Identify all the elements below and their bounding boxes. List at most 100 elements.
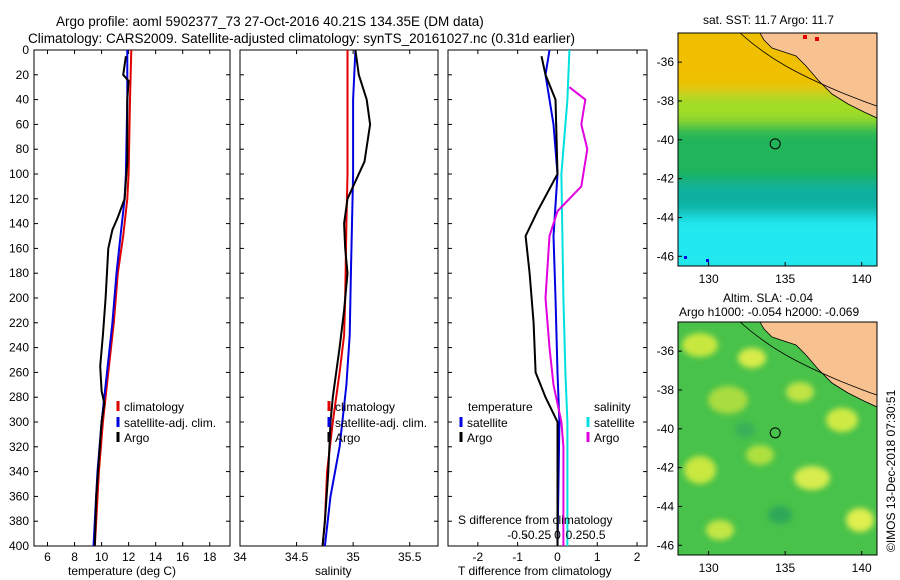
lat-tick-label: -44 bbox=[657, 499, 675, 513]
temperature-xlabel: temperature (deg C) bbox=[68, 564, 176, 578]
sla-land bbox=[759, 322, 877, 408]
depth-tick-label: 360 bbox=[9, 489, 29, 503]
lon-tick-label: 135 bbox=[775, 561, 795, 575]
sst-land bbox=[759, 33, 877, 119]
sla-blob bbox=[794, 466, 830, 490]
lat-tick-label: -44 bbox=[657, 210, 675, 224]
sla-blob bbox=[738, 348, 766, 368]
depth-tick-label: 180 bbox=[9, 266, 29, 280]
depth-tick-label: 400 bbox=[9, 539, 29, 553]
s-difference-tick-label: -0.5 bbox=[507, 528, 528, 542]
argo-position-marker bbox=[769, 138, 781, 150]
x-tick-label: 0 bbox=[554, 550, 561, 564]
depth-tick-label: 140 bbox=[9, 217, 29, 231]
depth-tick-label: 80 bbox=[16, 142, 30, 156]
lat-tick-label: -46 bbox=[657, 538, 675, 552]
legend-label-satellite: satellite-adj. clim. bbox=[335, 416, 427, 430]
imos-watermark: ©IMOS 13-Dec-2018 07:30:51 bbox=[884, 389, 898, 552]
legend-label-satellite: satellite-adj. clim. bbox=[124, 416, 216, 430]
lon-tick-label: 130 bbox=[699, 561, 719, 575]
sst-isobath bbox=[739, 33, 877, 107]
legend-heading-salinity: salinity bbox=[594, 400, 631, 414]
sla-blob bbox=[682, 333, 718, 357]
sst-cool-band bbox=[678, 180, 877, 220]
depth-tick-label: 340 bbox=[9, 465, 29, 479]
lat-tick-label: -38 bbox=[657, 94, 675, 108]
s-difference-tick-label: 0.25 bbox=[566, 528, 590, 542]
depth-axis: 0 20 40 60 80 100 120 140 160 180 200 220 240 260 280 3… bbox=[9, 43, 29, 553]
sla-blob bbox=[706, 520, 734, 540]
x-tick-label: 1 bbox=[594, 550, 601, 564]
x-tick-label: 6 bbox=[44, 550, 51, 564]
sla-blob bbox=[746, 445, 774, 465]
sla-blob bbox=[684, 456, 716, 484]
lon-tick-label: 140 bbox=[852, 561, 872, 575]
x-tick-label: 35 bbox=[346, 550, 360, 564]
sla-blob bbox=[768, 506, 792, 524]
sla-map-subtitle: Argo h1000: -0.054 h2000: -0.069 bbox=[679, 305, 859, 319]
sla-isobath bbox=[739, 322, 877, 396]
lat-tick-label: -42 bbox=[657, 461, 675, 475]
legend-label-climatology: climatology bbox=[335, 400, 395, 414]
depth-tick-label: 300 bbox=[9, 415, 29, 429]
series-line-argo-t bbox=[524, 55, 559, 546]
difference-chart: -2 -1 0 1 2 -0.5-0.25 0 0.25 0.5 bbox=[448, 49, 647, 564]
depth-tick-label: 20 bbox=[16, 68, 30, 82]
depth-tick-label: 120 bbox=[9, 192, 29, 206]
s-difference-tick-label: -0.25 bbox=[524, 528, 552, 542]
lat-tick-label: -38 bbox=[657, 383, 675, 397]
lat-tick-label: -40 bbox=[657, 133, 675, 147]
depth-tick-label: 0 bbox=[22, 43, 29, 57]
x-tick-label: 18 bbox=[203, 550, 217, 564]
temperature-chart: 6 8 10 12 14 16 18 bbox=[34, 49, 230, 564]
series-line-climatology bbox=[93, 49, 133, 547]
series-line-argo-s bbox=[544, 86, 589, 546]
argo-position-marker bbox=[769, 427, 781, 439]
difference-panel-frame bbox=[447, 49, 648, 547]
sla-blob bbox=[708, 386, 748, 414]
series-line-satellite-adj-clim bbox=[323, 49, 357, 547]
sla-blob bbox=[826, 408, 858, 432]
difference-xlabel: T difference from climatology bbox=[458, 564, 612, 578]
sst-map bbox=[678, 33, 877, 266]
x-tick-label: 12 bbox=[122, 550, 136, 564]
sla-blob bbox=[846, 508, 874, 532]
sst-missing-pixel bbox=[815, 37, 819, 41]
difference-legend: temperature salinity satellite Argo sate… bbox=[459, 400, 635, 445]
sla-map-frame bbox=[677, 321, 878, 556]
x-tick-label: 16 bbox=[176, 550, 190, 564]
depth-tick-label: 220 bbox=[9, 316, 29, 330]
salinity-xlabel: salinity bbox=[315, 564, 352, 578]
depth-tick-label: 40 bbox=[16, 93, 30, 107]
salinity-chart: 34 34.5 35 35.5 bbox=[233, 49, 438, 564]
salinity-panel-frame bbox=[239, 49, 439, 547]
series-line-argo bbox=[93, 56, 130, 547]
depth-tick-label: 240 bbox=[9, 341, 29, 355]
s-difference-tick-label: 0.5 bbox=[589, 528, 606, 542]
sla-blob bbox=[735, 422, 755, 438]
difference-xlabel-top: S difference from climatology bbox=[458, 513, 613, 527]
series-line-satellite-s bbox=[560, 49, 571, 546]
depth-tick-label: 380 bbox=[9, 514, 29, 528]
depth-tick-label: 280 bbox=[9, 390, 29, 404]
x-tick-label: 34.5 bbox=[285, 550, 309, 564]
x-tick-label: -1 bbox=[512, 550, 523, 564]
legend-label-satellite-s: satellite bbox=[594, 416, 635, 430]
x-tick-label: 35.5 bbox=[398, 550, 422, 564]
x-tick-label: 8 bbox=[71, 550, 78, 564]
depth-tick-label: 160 bbox=[9, 241, 29, 255]
salinity-legend: climatology satellite-adj. clim. Argo bbox=[327, 400, 427, 445]
s-difference-tick-label: 0 bbox=[554, 528, 561, 542]
depth-tick-label: 260 bbox=[9, 365, 29, 379]
figure-title-line1: Argo profile: aoml 5902377_73 27-Oct-201… bbox=[56, 14, 484, 29]
sst-map-frame bbox=[677, 32, 878, 267]
sst-missing-pixel bbox=[803, 35, 807, 39]
x-tick-label: 10 bbox=[95, 550, 109, 564]
lat-tick-label: -42 bbox=[657, 172, 675, 186]
sst-cold-band bbox=[678, 215, 877, 266]
x-tick-label: 34 bbox=[233, 550, 247, 564]
sst-map-axes: 130 135 140 -36 -38 -40 -42 -44 -46 bbox=[657, 55, 872, 286]
sla-map bbox=[678, 322, 877, 555]
x-tick-label: 14 bbox=[149, 550, 163, 564]
